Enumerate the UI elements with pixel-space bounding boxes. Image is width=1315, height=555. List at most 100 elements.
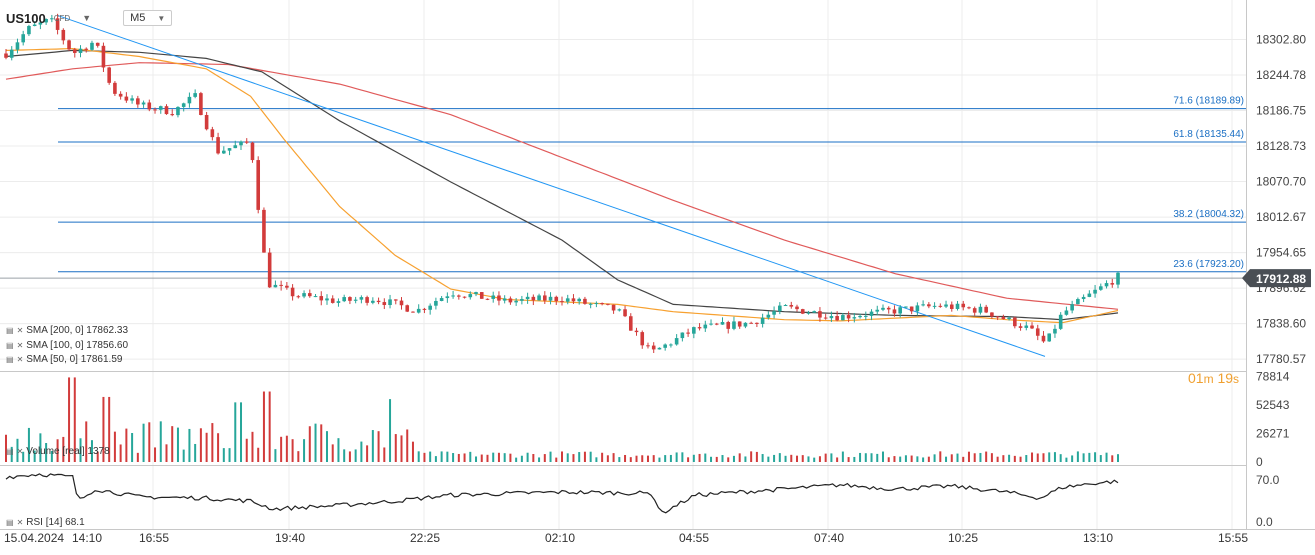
candle	[1064, 306, 1069, 316]
volume-bar	[778, 453, 781, 462]
remove-icon[interactable]: ✕	[16, 447, 24, 456]
candle	[342, 294, 346, 303]
time-tick-label: 16:55	[139, 531, 169, 545]
candle	[543, 291, 547, 305]
rsi-line	[5, 473, 1119, 514]
candle	[411, 311, 415, 313]
candle-body	[273, 284, 278, 288]
trendline[interactable]	[57, 15, 1046, 357]
candle-body	[537, 295, 541, 301]
candle	[1093, 284, 1097, 298]
remove-icon[interactable]: ✕	[16, 326, 24, 335]
volume-bar	[50, 450, 53, 462]
candle-body	[72, 49, 77, 53]
volume-bar	[721, 455, 724, 462]
candle	[491, 291, 496, 303]
volume-bar	[1094, 452, 1097, 462]
remove-icon[interactable]: ✕	[16, 355, 24, 364]
candle-body	[141, 102, 146, 105]
volume-bar	[119, 444, 122, 462]
volume-bar	[1048, 452, 1051, 462]
legend-sma100[interactable]: ▤ ✕ SMA [100, 0] 17856.60	[6, 340, 128, 351]
candle-body	[583, 298, 587, 304]
legend-sma50[interactable]: ▤ ✕ SMA [50, 0] 17861.59	[6, 354, 122, 365]
candle	[1035, 324, 1040, 341]
symbol-dropdown-icon[interactable]: ▼	[82, 13, 92, 23]
candle	[720, 317, 725, 325]
candle-body	[279, 284, 283, 286]
candle-body	[663, 344, 667, 348]
candle-body	[216, 137, 220, 154]
volume-bar	[922, 457, 925, 462]
rsi-tick-label: 0.0	[1256, 515, 1273, 529]
candle-body	[4, 53, 8, 58]
candle	[262, 207, 266, 253]
volume-bar	[876, 453, 879, 462]
volume-bar	[171, 426, 174, 462]
settings-icon[interactable]: ▤	[6, 355, 14, 364]
candle	[325, 294, 329, 305]
candle-body	[285, 285, 289, 288]
candle	[869, 309, 874, 321]
candle-body	[353, 299, 358, 301]
candle-body	[628, 316, 633, 331]
volume-bar	[836, 457, 839, 462]
candle	[944, 300, 948, 309]
candle-body	[1058, 314, 1063, 329]
candle-body	[714, 323, 719, 325]
candle	[1058, 312, 1063, 331]
volume-bar	[635, 455, 638, 462]
candle	[199, 91, 203, 116]
candle-body	[21, 34, 25, 43]
time-tick-label: 15.04.2024	[4, 531, 64, 545]
candle	[927, 302, 931, 309]
volume-bar	[658, 457, 661, 462]
trendline-segment	[57, 15, 1046, 357]
volume-bar	[767, 456, 770, 462]
candle-body	[881, 307, 885, 310]
candle	[204, 111, 209, 131]
remove-icon[interactable]: ✕	[16, 518, 24, 527]
candle	[961, 300, 966, 311]
candle-body	[422, 308, 427, 310]
candle	[588, 302, 593, 309]
legend-sma200[interactable]: ▤ ✕ SMA [200, 0] 17862.33	[6, 325, 128, 336]
settings-icon[interactable]: ▤	[6, 341, 14, 350]
candle-body	[78, 48, 83, 53]
candle	[846, 311, 851, 323]
volume-bar	[423, 452, 426, 462]
candle-body	[445, 296, 450, 299]
legend-volume[interactable]: ▤ ✕ Volume [real] 1378	[6, 446, 110, 457]
settings-icon[interactable]: ▤	[6, 326, 14, 335]
volume-bar	[320, 424, 323, 462]
candle	[210, 126, 215, 141]
volume-bar	[652, 455, 655, 462]
volume-bar	[176, 427, 179, 462]
volume-bar	[687, 457, 690, 462]
candle-body	[325, 298, 329, 301]
settings-icon[interactable]: ▤	[6, 447, 14, 456]
candle	[307, 289, 312, 298]
remove-icon[interactable]: ✕	[16, 341, 24, 350]
settings-icon[interactable]: ▤	[6, 518, 14, 527]
candle	[548, 292, 553, 305]
volume-bar	[681, 452, 684, 462]
volume-bar	[10, 446, 13, 462]
symbol-label[interactable]: US100	[6, 10, 46, 26]
candle	[439, 296, 444, 302]
candle-body	[852, 317, 857, 319]
candle-body	[302, 293, 306, 297]
volume-bar	[710, 456, 713, 462]
volume-bar	[996, 456, 999, 462]
legend-rsi[interactable]: ▤ ✕ RSI [14] 68.1	[6, 517, 85, 528]
volume-bar	[142, 423, 145, 462]
volume-bar	[245, 438, 248, 462]
volume-bar	[985, 451, 988, 462]
timeframe-select[interactable]: M5 ▼	[123, 10, 173, 26]
candle	[967, 306, 971, 310]
candle-body	[136, 98, 140, 105]
volume-bar	[979, 452, 982, 462]
candle	[118, 91, 123, 100]
candle-body	[955, 303, 960, 309]
